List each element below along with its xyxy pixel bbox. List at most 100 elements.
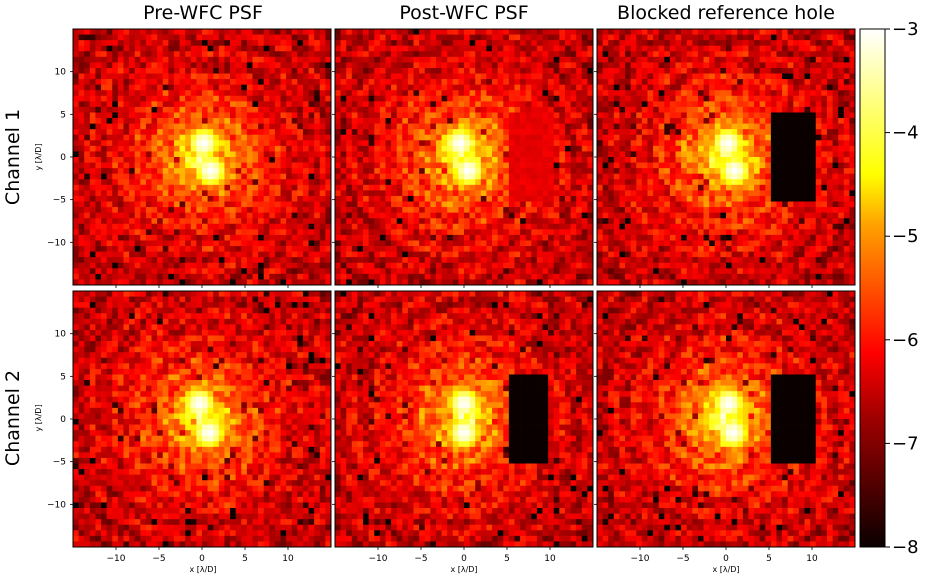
heatmap-cell xyxy=(531,207,538,214)
heatmap-cell xyxy=(396,129,403,136)
heatmap-cell xyxy=(117,123,124,130)
heatmap-cell xyxy=(190,157,197,163)
heatmap-cell xyxy=(469,251,476,258)
heatmap-cell xyxy=(542,129,549,136)
heatmap-cell xyxy=(246,279,253,286)
heatmap-cell xyxy=(503,51,510,58)
heatmap-cell xyxy=(173,67,180,74)
heatmap-cell xyxy=(559,151,566,158)
heatmap-cell xyxy=(241,106,248,113)
heatmap-cell xyxy=(374,201,381,208)
heatmap-cell xyxy=(218,240,225,247)
heatmap-cell xyxy=(357,145,364,152)
heatmap-cell xyxy=(564,140,571,147)
heatmap-cell xyxy=(458,145,465,152)
heatmap-cell xyxy=(407,184,414,191)
heatmap-cell xyxy=(570,229,577,236)
heatmap-cell xyxy=(151,79,158,86)
heatmap-cell xyxy=(697,51,704,58)
heatmap-cell xyxy=(402,140,409,147)
heatmap-cell xyxy=(89,34,96,41)
heatmap-cell xyxy=(224,73,231,80)
heatmap-cell xyxy=(720,79,727,86)
heatmap-cell xyxy=(385,84,392,91)
heatmap-cell xyxy=(168,84,175,91)
heatmap-cell xyxy=(246,134,253,141)
heatmap-cell xyxy=(441,257,448,264)
heatmap-cell xyxy=(793,62,800,69)
heatmap-cell xyxy=(492,279,498,286)
heatmap-cell xyxy=(269,118,276,124)
heatmap-cell xyxy=(458,95,465,102)
heatmap-cell xyxy=(464,145,470,152)
heatmap-cell xyxy=(525,234,532,241)
heatmap-cell xyxy=(759,101,766,108)
heatmap-cell xyxy=(235,29,242,35)
heatmap-cell xyxy=(553,101,560,108)
heatmap-cell xyxy=(185,56,192,63)
heatmap-cell xyxy=(697,45,704,52)
heatmap-cell xyxy=(686,34,693,41)
heatmap-cell xyxy=(754,95,760,102)
heatmap-cell xyxy=(340,279,347,286)
heatmap-cell xyxy=(536,246,543,252)
x-axis-label-col-3: x [λ/D] xyxy=(712,565,739,574)
heatmap-cell xyxy=(134,201,141,208)
heatmap-cell xyxy=(469,34,476,41)
heatmap-cell xyxy=(140,134,147,141)
heatmap-cell xyxy=(613,112,620,119)
heatmap-cell xyxy=(424,162,431,169)
heatmap-cell xyxy=(101,162,107,169)
heatmap-cell xyxy=(759,34,766,41)
heatmap-cell xyxy=(325,190,332,197)
heatmap-cell xyxy=(213,45,220,52)
heatmap-cell xyxy=(123,279,130,286)
heatmap-cell xyxy=(542,140,549,147)
heatmap-cell xyxy=(793,84,800,91)
heatmap-cell xyxy=(340,90,347,97)
heatmap-cell xyxy=(140,212,147,219)
heatmap-cell xyxy=(286,168,293,175)
heatmap-cell xyxy=(173,129,180,136)
heatmap-cell xyxy=(664,29,671,35)
heatmap-cell xyxy=(625,106,631,113)
heatmap-cell xyxy=(89,257,96,264)
heatmap-cell xyxy=(179,106,186,113)
heatmap-cell xyxy=(686,45,693,52)
heatmap-cell xyxy=(314,56,321,63)
heatmap-cell xyxy=(608,101,615,108)
heatmap-cell xyxy=(297,123,304,130)
heatmap-cell xyxy=(269,234,276,241)
heatmap-cell xyxy=(559,106,566,113)
heatmap-cell xyxy=(162,157,169,163)
heatmap-cell xyxy=(335,134,341,141)
heatmap-cell xyxy=(89,95,96,102)
heatmap-cell xyxy=(413,257,420,264)
heatmap-cell xyxy=(106,67,113,74)
heatmap-cell xyxy=(151,123,158,130)
heatmap-cell xyxy=(424,251,431,258)
heatmap-cell xyxy=(396,273,403,280)
heatmap-cell xyxy=(274,34,281,41)
heatmap-cell xyxy=(302,268,309,275)
heatmap-cell xyxy=(151,67,158,74)
heatmap-cell xyxy=(548,151,555,158)
heatmap-cell xyxy=(263,151,270,158)
heatmap-cell xyxy=(658,56,665,63)
heatmap-cell xyxy=(726,40,732,47)
heatmap-cell xyxy=(520,73,527,80)
heatmap-cell xyxy=(280,262,287,269)
heatmap-cell xyxy=(452,51,459,58)
heatmap-cell xyxy=(447,273,454,280)
heatmap-cell xyxy=(314,112,321,119)
heatmap-cell xyxy=(407,195,414,202)
heatmap-cell xyxy=(89,145,96,152)
heatmap-cell xyxy=(179,246,186,252)
heatmap-cell xyxy=(435,101,442,108)
heatmap-cell xyxy=(280,229,287,236)
heatmap-cell xyxy=(681,45,688,52)
heatmap-cell xyxy=(570,84,577,91)
heatmap-cell xyxy=(486,129,493,136)
heatmap-cell xyxy=(452,62,459,69)
heatmap-cell xyxy=(581,123,588,130)
